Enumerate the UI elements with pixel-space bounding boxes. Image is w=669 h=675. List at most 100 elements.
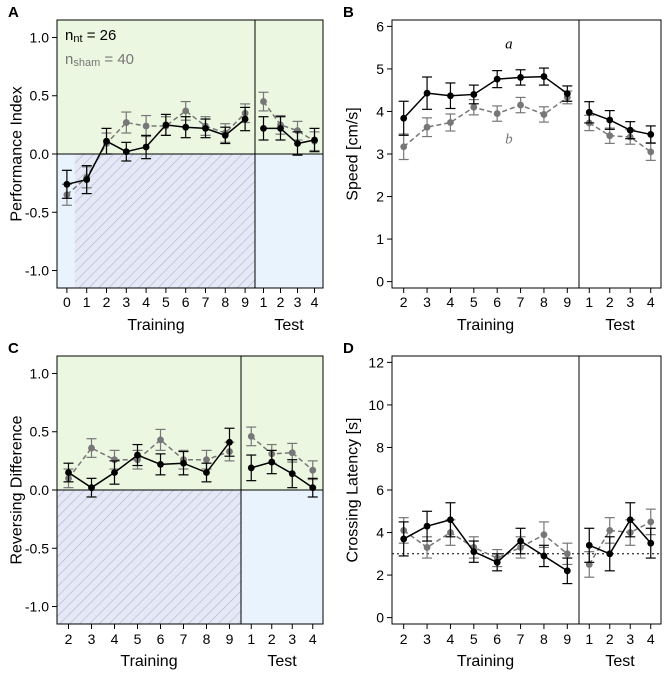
x-tick-label: 4 (311, 294, 319, 310)
series-line (251, 461, 314, 489)
data-point (180, 459, 187, 467)
phase-label-test: Test (274, 317, 304, 334)
data-point (647, 539, 655, 547)
data-point (203, 456, 210, 464)
data-point (157, 460, 164, 468)
data-point (585, 541, 593, 549)
data-point (470, 103, 478, 111)
data-point (88, 484, 95, 492)
phase-label-test: Test (605, 653, 635, 670)
y-axis-title: Speed [cm/s] (345, 107, 362, 200)
data-point (142, 143, 150, 151)
data-point (83, 176, 91, 184)
data-point (241, 115, 249, 123)
y-axis-title: Performance Index (9, 86, 26, 221)
x-tick-label: 7 (517, 294, 525, 310)
data-point (247, 433, 255, 440)
y-tick-label: 8 (376, 439, 384, 455)
x-tick-label: 1 (83, 294, 91, 310)
panel-letter: B (343, 4, 354, 21)
x-tick-label: 1 (247, 631, 255, 647)
x-tick-label: 6 (493, 294, 501, 310)
series-line (403, 529, 568, 559)
x-tick-label: 9 (563, 294, 571, 310)
y-tick-label: 2 (376, 567, 384, 583)
y-tick-label: 0.0 (30, 146, 50, 162)
data-point (202, 124, 209, 132)
data-point (447, 119, 454, 126)
data-point (540, 552, 548, 560)
x-tick-label: 3 (626, 631, 634, 647)
x-tick-label: 4 (111, 631, 119, 647)
x-tick-label: 2 (606, 294, 614, 310)
x-tick-label: 1 (585, 294, 593, 310)
x-tick-label: 6 (182, 294, 190, 310)
x-tick-label: 7 (202, 294, 210, 310)
x-tick-label: 7 (180, 631, 188, 647)
x-tick-label: 6 (157, 631, 165, 647)
x-tick-label: 8 (540, 631, 548, 647)
data-point (517, 74, 524, 81)
y-tick-label: 0.5 (30, 88, 50, 104)
data-point (517, 537, 524, 545)
series-line (263, 127, 315, 145)
data-point (626, 516, 634, 524)
y-tick-label: 1.0 (30, 29, 50, 45)
panel-letter: A (8, 4, 19, 21)
x-tick-label: 8 (203, 631, 211, 647)
data-point (400, 143, 408, 151)
data-point (647, 518, 655, 526)
data-point (493, 558, 501, 566)
series-line (403, 96, 568, 148)
data-point (288, 449, 296, 457)
series-nt (61, 106, 320, 199)
y-tick-label: 0 (376, 610, 384, 626)
x-tick-label: 8 (221, 294, 229, 310)
data-point (122, 148, 130, 156)
y-tick-label: 12 (368, 354, 384, 370)
x-tick-label: 4 (142, 294, 150, 310)
series-line (403, 75, 568, 119)
phase-label-training: Training (127, 317, 184, 334)
data-point (309, 484, 317, 492)
x-tick-label: 9 (563, 631, 571, 647)
y-tick-label: 1 (376, 231, 384, 247)
x-tick-label: 3 (288, 631, 296, 647)
y-tick-label: 0.5 (30, 424, 50, 440)
x-tick-label: 3 (88, 631, 96, 647)
x-tick-label: 4 (309, 631, 317, 647)
data-point (226, 438, 233, 446)
series-nt (398, 502, 656, 585)
data-point (277, 124, 284, 132)
legend-sham: nsham = 40 (65, 51, 134, 69)
data-point (423, 89, 431, 97)
data-point (142, 122, 150, 130)
data-point (540, 73, 548, 80)
legend: nnt = 26 nsham = 40 (65, 27, 134, 69)
data-point (294, 140, 301, 147)
x-tick-label: 2 (400, 631, 408, 647)
data-point (311, 136, 318, 144)
series-nt (398, 67, 656, 144)
x-tick-label: 7 (517, 631, 525, 647)
data-point (182, 123, 190, 131)
x-tick-label: 4 (447, 631, 455, 647)
data-point (647, 131, 655, 138)
x-tick-label: 3 (294, 294, 302, 310)
legend-nt: nnt = 26 (65, 27, 116, 45)
series-nt (63, 427, 318, 498)
y-tick-label: -1.0 (25, 263, 49, 279)
x-tick-label: 5 (470, 631, 478, 647)
x-tick-label: 8 (540, 294, 548, 310)
series-line (262, 101, 315, 142)
series-line (250, 435, 314, 471)
data-point (423, 544, 431, 551)
x-tick-label: 2 (277, 294, 285, 310)
bg-hatched-training (57, 490, 241, 624)
y-tick-label: 10 (368, 397, 384, 413)
data-point (182, 107, 190, 115)
